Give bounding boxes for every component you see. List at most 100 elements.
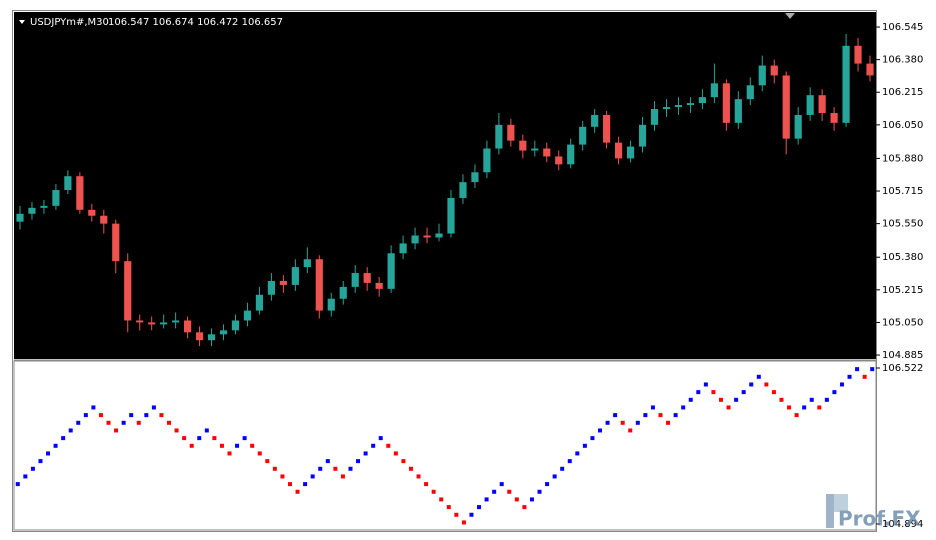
renko-brick: [484, 497, 489, 502]
y-tick-label: 105.215: [882, 285, 923, 296]
renko-brick: [46, 451, 51, 456]
candle-body: [650, 109, 659, 125]
candle-body: [375, 282, 383, 289]
renko-brick: [537, 489, 542, 494]
candle-body: [76, 176, 84, 210]
candle-body: [531, 148, 539, 151]
renko-brick: [219, 443, 224, 448]
renko-brick: [787, 405, 792, 410]
renko-brick: [38, 459, 43, 464]
renko-brick: [235, 443, 240, 448]
renko-brick: [855, 367, 860, 372]
candle-body: [615, 142, 623, 159]
candle-body: [315, 259, 323, 311]
renko-brick: [824, 397, 829, 402]
renko-brick: [802, 405, 807, 410]
candle-body: [267, 280, 275, 295]
candle-body: [806, 95, 814, 115]
renko-brick: [839, 382, 844, 387]
shift-marker: [785, 13, 795, 19]
candle-body: [387, 253, 395, 289]
renko-brick: [159, 413, 164, 418]
renko-brick: [30, 466, 35, 471]
candle-body: [567, 144, 575, 165]
renko-brick: [492, 489, 497, 494]
renko-brick: [658, 413, 663, 418]
renko-brick: [287, 482, 292, 487]
renko-brick: [726, 405, 731, 410]
renko-brick: [204, 428, 209, 433]
candle-body: [854, 45, 862, 64]
candle-body: [327, 298, 335, 311]
candle-body: [507, 124, 515, 141]
y-tick-label: 104.894: [882, 519, 923, 530]
candle-body: [64, 176, 72, 191]
renko-brick: [552, 474, 557, 479]
renko-brick: [68, 428, 73, 433]
renko-brick: [507, 489, 512, 494]
logo-bar: [826, 494, 834, 528]
candle-body: [16, 213, 24, 222]
renko-brick: [272, 466, 277, 471]
candle-body: [770, 65, 778, 76]
quote-label: 106.547 106.674 106.472 106.657: [108, 17, 283, 28]
renko-brick: [514, 497, 519, 502]
renko-brick: [461, 520, 466, 525]
renko-brick: [832, 390, 837, 395]
renko-brick: [416, 474, 421, 479]
renko-brick: [295, 489, 300, 494]
candle-body: [746, 85, 754, 100]
renko-brick: [242, 436, 247, 441]
y-tick-label: 105.880: [882, 153, 923, 164]
renko-brick: [378, 436, 383, 441]
renko-brick: [779, 397, 784, 402]
renko-brick: [613, 413, 618, 418]
renko-brick: [121, 420, 126, 425]
candle-body: [243, 310, 252, 321]
candle-body: [519, 140, 527, 151]
renko-brick: [771, 390, 776, 395]
renko-brick: [401, 459, 406, 464]
candle-body: [626, 146, 635, 159]
renko-brick: [61, 436, 66, 441]
renko-brick: [151, 405, 156, 410]
renko-brick: [431, 489, 436, 494]
renko-brick: [446, 505, 451, 510]
candle-body: [303, 259, 311, 268]
renko-brick: [371, 443, 376, 448]
watermark-text: Prof.FX: [838, 507, 921, 531]
candle-body: [818, 95, 826, 113]
candle-body: [483, 148, 491, 173]
renko-brick: [340, 474, 345, 479]
candle-body: [136, 320, 144, 323]
renko-brick: [794, 413, 799, 418]
menu-arrow: [19, 20, 25, 24]
candle-body: [411, 235, 419, 244]
renko-brick: [870, 367, 875, 372]
renko-brick: [643, 413, 648, 418]
candle-body: [710, 83, 718, 98]
renko-brick: [174, 428, 179, 433]
renko-brick: [499, 482, 504, 487]
renko-brick: [424, 482, 429, 487]
renko-brick: [809, 397, 814, 402]
renko-brick: [862, 374, 867, 379]
renko-brick: [83, 413, 88, 418]
renko-brick: [817, 405, 822, 410]
renko-brick: [182, 436, 187, 441]
candle-body: [591, 114, 599, 127]
candle-body: [603, 114, 611, 143]
renko-brick: [673, 413, 678, 418]
renko-brick: [575, 451, 580, 456]
renko-brick: [227, 451, 232, 456]
renko-brick: [189, 443, 194, 448]
candle-body: [662, 107, 671, 110]
renko-brick: [439, 497, 444, 502]
y-tick-label: 106.380: [882, 55, 923, 66]
y-tick-label: 106.522: [882, 363, 923, 374]
candle-body: [255, 294, 264, 311]
candle-body: [172, 320, 180, 323]
candle-body: [100, 215, 108, 224]
candle-body: [52, 190, 60, 206]
